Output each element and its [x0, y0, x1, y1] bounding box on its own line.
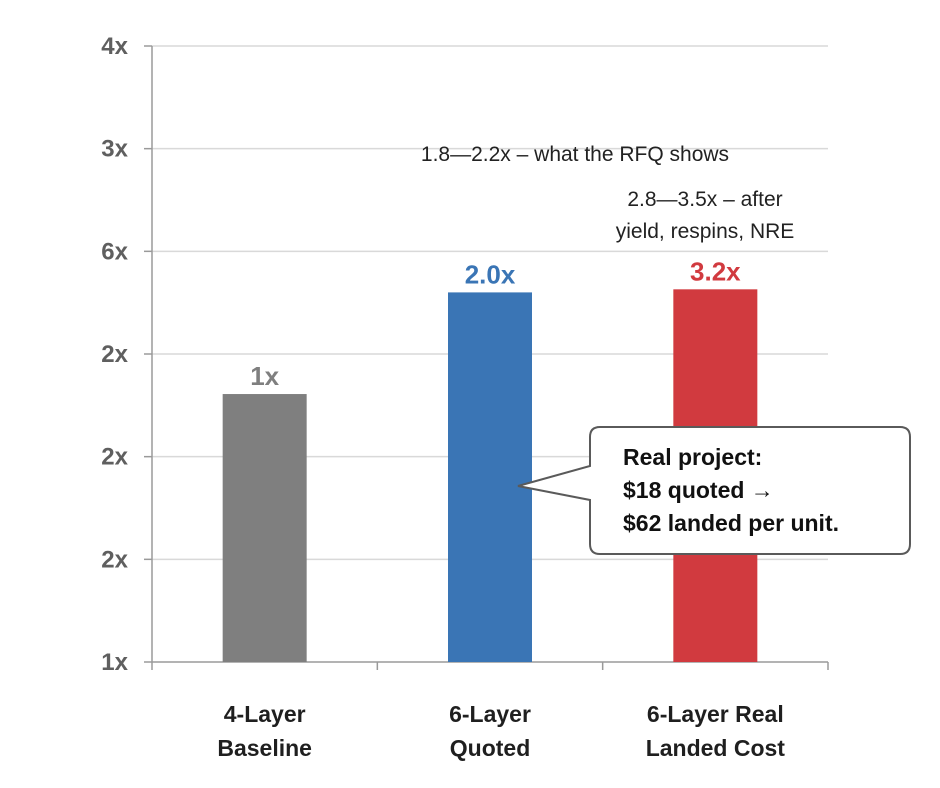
category-label: Quoted: [450, 735, 531, 761]
y-tick-label: 2x: [101, 341, 128, 368]
y-tick-label: 4x: [101, 33, 128, 60]
data-label: 1x: [250, 361, 279, 391]
callout-bubble: [517, 426, 911, 555]
y-tick-label: 6x: [101, 238, 128, 265]
data-label: 3.2x: [690, 256, 741, 286]
callout-text: Real project:: [623, 444, 762, 470]
y-tick-label: 2x: [101, 444, 128, 471]
callout-text: $62 landed per unit.: [623, 510, 839, 536]
annotation-real: yield, respins, NRE: [616, 220, 795, 243]
bar: [448, 292, 532, 662]
y-tick-label: 1x: [101, 649, 128, 676]
data-label: 2.0x: [465, 259, 516, 289]
y-tick-label: 2x: [101, 546, 128, 573]
category-label: 6-Layer: [449, 701, 531, 727]
category-label: Landed Cost: [646, 735, 786, 761]
annotation-real: 2.8—3.5x – after: [627, 188, 782, 211]
callout-text: $18 quoted →: [623, 477, 774, 503]
category-label: Baseline: [217, 735, 312, 761]
category-label: 4-Layer: [224, 701, 306, 727]
y-tick-label: 3x: [101, 136, 128, 163]
bar: [222, 394, 307, 662]
annotation-rfq: 1.8—2.2x – what the RFQ shows: [421, 143, 729, 166]
category-label: 6-Layer Real: [647, 701, 784, 727]
